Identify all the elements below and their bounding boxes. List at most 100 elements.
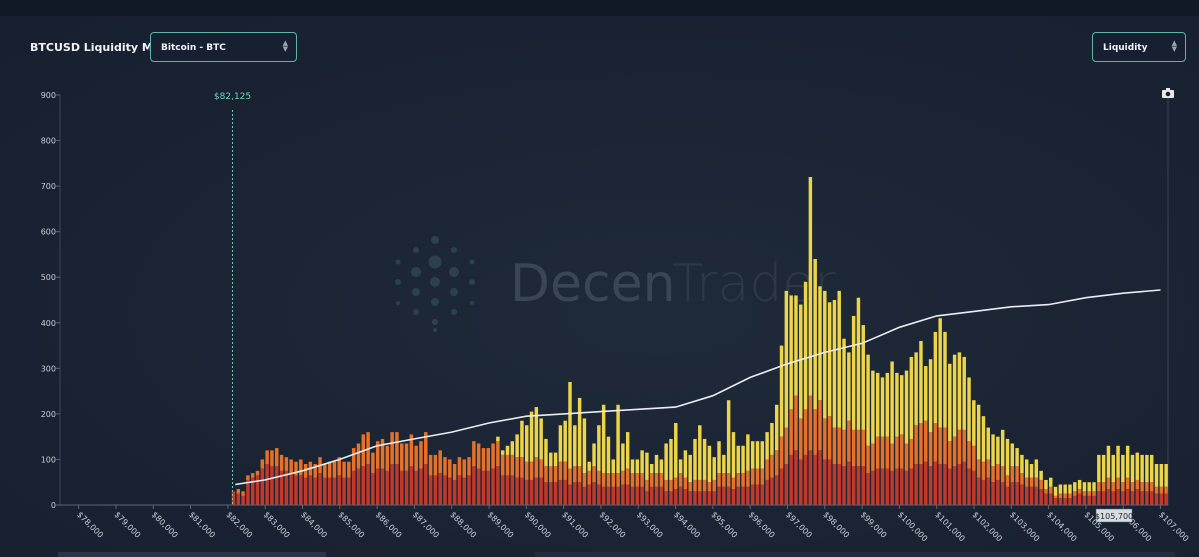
liquidity-bar: [236, 489, 241, 494]
liquidity-bar: [683, 477, 688, 490]
liquidity-bar: [342, 477, 346, 505]
x-tick-label: $100,000: [896, 510, 929, 543]
liquidity-bar: [549, 452, 553, 467]
asset-select[interactable]: Bitcoin - BTC ▲ ▼: [150, 32, 297, 62]
liquidity-bar: [976, 404, 981, 460]
liquidity-bar: [616, 486, 620, 505]
liquidity-bar: [890, 470, 894, 505]
liquidity-bar: [525, 425, 529, 462]
liquidity-bar: [635, 459, 640, 474]
liquidity-bar: [875, 436, 880, 469]
liquidity-bar: [1145, 482, 1149, 492]
liquidity-bar: [948, 468, 952, 505]
liquidity-bar: [683, 489, 688, 505]
liquidity-bar: [491, 443, 495, 469]
liquidity-bar: [933, 423, 938, 462]
liquidity-bar: [539, 459, 543, 478]
liquidity-bar: [404, 470, 409, 505]
liquidity-bar: [765, 479, 769, 505]
liquidity-bar: [241, 495, 245, 505]
liquidity-bar: [746, 470, 750, 487]
liquidity-bar: [948, 363, 952, 442]
liquidity-bar: [621, 443, 625, 471]
liquidity-bar: [770, 423, 774, 455]
liquidity-bar: [818, 400, 822, 451]
liquidity-bar: [491, 468, 495, 505]
scrollbar-track-right[interactable]: [535, 552, 1175, 557]
y-tick-label: 100: [41, 455, 56, 464]
liquidity-bar: [919, 341, 923, 423]
liquidity-bar: [414, 445, 418, 471]
liquidity-bar: [1005, 475, 1010, 487]
liquidity-bar: [688, 482, 692, 492]
liquidity-bar: [323, 464, 327, 478]
liquidity-bar: [741, 473, 745, 487]
liquidity-bar: [375, 441, 380, 469]
liquidity-bar: [318, 473, 322, 505]
liquidity-bar: [943, 464, 947, 505]
liquidity-bar: [635, 473, 640, 487]
liquidity-bar: [1140, 491, 1144, 505]
liquidity-bar: [597, 484, 601, 505]
liquidity-bar: [510, 475, 515, 505]
current-price-label: $82,125: [214, 92, 251, 102]
liquidity-bar: [529, 411, 534, 462]
liquidity-bar: [577, 397, 582, 467]
liquidity-bar: [962, 356, 966, 430]
scrollbar-track[interactable]: [58, 552, 326, 557]
liquidity-bar: [1039, 489, 1043, 505]
metric-select[interactable]: Liquidity ▲ ▼: [1092, 32, 1186, 62]
x-tick-label: $84,000: [299, 510, 329, 540]
liquidity-bar: [736, 445, 740, 474]
liquidity-bar: [760, 441, 765, 469]
liquidity-bar: [515, 434, 519, 458]
liquidity-bar: [424, 464, 428, 505]
liquidity-bar: [779, 436, 784, 469]
liquidity-bar: [323, 477, 327, 505]
liquidity-bar: [943, 331, 947, 428]
liquidity-bar: [823, 418, 827, 460]
liquidity-bar: [1020, 454, 1024, 474]
y-tick-label: 200: [41, 410, 56, 419]
liquidity-bar: [1135, 489, 1140, 505]
watermark-logo-dot: [433, 328, 437, 332]
liquidity-bar: [433, 475, 438, 505]
liquidity-bar: [419, 468, 423, 505]
liquidity-bar: [270, 450, 274, 467]
liquidity-bar: [957, 352, 962, 430]
liquidity-bar: [409, 434, 414, 467]
liquidity-bar: [361, 466, 366, 505]
liquidity-bar: [284, 470, 289, 505]
liquidity-bar: [952, 436, 957, 467]
liquidity-bar: [986, 477, 990, 505]
x-tick-label: $86,000: [374, 510, 404, 540]
liquidity-bar: [462, 477, 466, 505]
liquidity-bar: [606, 473, 611, 487]
liquidity-bar: [654, 473, 659, 487]
liquidity-bar: [1020, 473, 1024, 485]
liquidity-bar: [625, 432, 630, 469]
camera-icon[interactable]: [1162, 88, 1174, 98]
liquidity-bar: [962, 461, 966, 505]
liquidity-bar: [347, 477, 351, 505]
liquidity-bar: [943, 427, 947, 464]
liquidity-bar: [861, 466, 865, 505]
liquidity-bar: [500, 475, 505, 505]
liquidity-bar: [664, 479, 668, 492]
liquidity-bar: [1125, 445, 1130, 478]
liquidity-bar: [1010, 482, 1015, 505]
liquidity-bar: [722, 454, 726, 474]
x-tick-label: $90,000: [523, 510, 553, 540]
liquidity-bar: [789, 295, 793, 410]
liquidity-bar: [327, 461, 332, 478]
liquidity-bar: [250, 477, 255, 505]
liquidity-bar: [659, 459, 664, 474]
liquidity-bar: [1154, 493, 1159, 505]
liquidity-bar: [1029, 464, 1034, 478]
liquidity-bar: [1121, 482, 1125, 492]
x-axis: $78,000 $79,000 $80,000 $81,000 $82,000 $83,0…: [60, 504, 1190, 543]
liquidity-bar: [428, 454, 433, 476]
liquidity-bar: [707, 491, 712, 505]
liquidity-bar: [428, 475, 433, 505]
watermark-logo-dot: [432, 319, 438, 325]
